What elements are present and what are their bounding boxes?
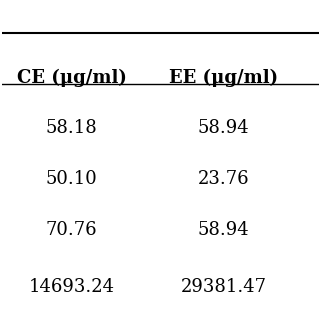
Text: CE (μg/ml): CE (μg/ml) xyxy=(17,68,126,87)
Text: 58.94: 58.94 xyxy=(198,221,249,239)
Text: 58.18: 58.18 xyxy=(45,119,97,137)
Text: 50.10: 50.10 xyxy=(45,170,97,188)
Text: EE (μg/ml): EE (μg/ml) xyxy=(169,68,278,87)
Text: 58.94: 58.94 xyxy=(198,119,249,137)
Text: 29381.47: 29381.47 xyxy=(180,278,267,296)
Text: 70.76: 70.76 xyxy=(46,221,97,239)
Text: 23.76: 23.76 xyxy=(198,170,249,188)
Text: 14693.24: 14693.24 xyxy=(28,278,115,296)
